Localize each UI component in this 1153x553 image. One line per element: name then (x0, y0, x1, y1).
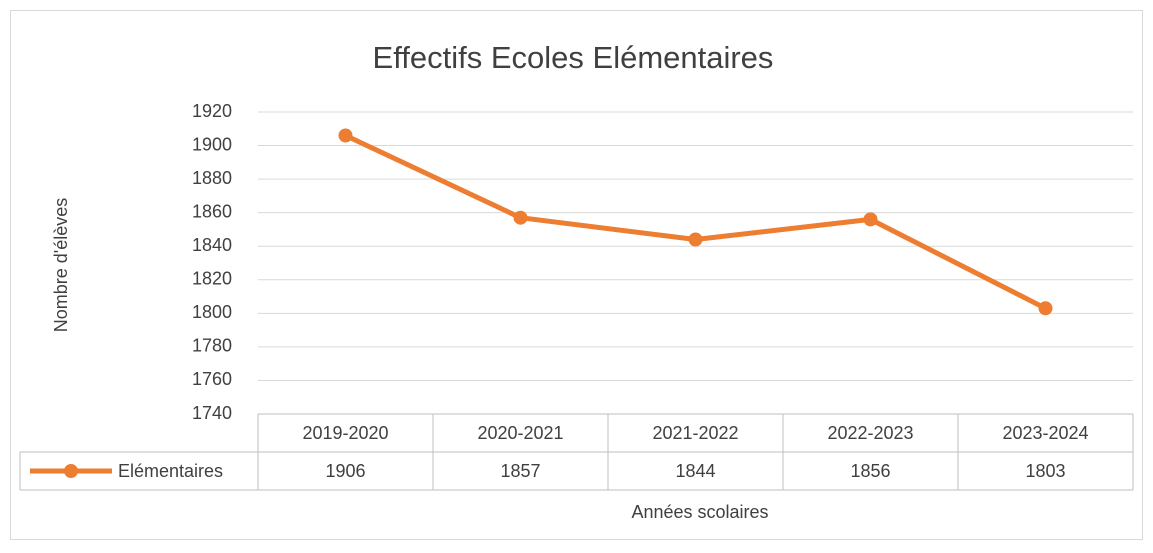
y-tick-label: 1860 (192, 201, 232, 221)
marker (688, 232, 703, 247)
marker (863, 212, 878, 227)
y-tick-label: 1920 (192, 101, 232, 121)
y-tick-label: 1760 (192, 369, 232, 389)
legend-label: Elémentaires (118, 461, 223, 481)
y-tick-label: 1900 (192, 134, 232, 154)
marker (1038, 301, 1053, 316)
y-tick-label: 1840 (192, 235, 232, 255)
x-tick-label: 2019-2020 (302, 423, 388, 443)
chart-frame (10, 10, 1143, 540)
marker (513, 210, 528, 225)
y-tick-label: 1820 (192, 269, 232, 289)
x-tick-label: 2023-2024 (1002, 423, 1088, 443)
table-value: 1844 (675, 461, 715, 481)
table-value: 1906 (325, 461, 365, 481)
table-value: 1856 (850, 461, 890, 481)
x-axis-label: Années scolaires (631, 502, 768, 522)
x-tick-label: 2022-2023 (827, 423, 913, 443)
table-value: 1803 (1025, 461, 1065, 481)
x-tick-label: 2020-2021 (477, 423, 563, 443)
marker (338, 128, 353, 143)
legend-marker (64, 464, 78, 478)
y-axis-label: Nombre d'élèves (51, 198, 71, 333)
chart-title: Effectifs Ecoles Elémentaires (373, 40, 774, 75)
table-value: 1857 (500, 461, 540, 481)
x-tick-label: 2021-2022 (652, 423, 738, 443)
y-tick-label: 1740 (192, 403, 232, 423)
y-tick-label: 1780 (192, 336, 232, 356)
y-tick-label: 1800 (192, 302, 232, 322)
y-tick-label: 1880 (192, 168, 232, 188)
